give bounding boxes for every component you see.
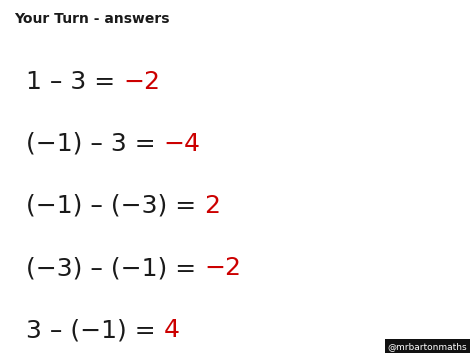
Text: 3 – (−1) =: 3 – (−1) =	[26, 318, 164, 342]
Text: −2: −2	[123, 70, 160, 94]
Text: −2: −2	[204, 256, 241, 280]
Text: −4: −4	[164, 132, 201, 156]
Text: 1 – 3 =: 1 – 3 =	[26, 70, 123, 94]
Text: (−1) – 3 =: (−1) – 3 =	[26, 132, 164, 156]
Text: (−3) – (−1) =: (−3) – (−1) =	[26, 256, 204, 280]
Text: 2: 2	[204, 194, 220, 218]
Text: @mrbartonmaths: @mrbartonmaths	[387, 342, 467, 351]
Text: 4: 4	[164, 318, 180, 342]
Text: (−1) – (−3) =: (−1) – (−3) =	[26, 194, 204, 218]
Text: Your Turn - answers: Your Turn - answers	[14, 12, 170, 26]
